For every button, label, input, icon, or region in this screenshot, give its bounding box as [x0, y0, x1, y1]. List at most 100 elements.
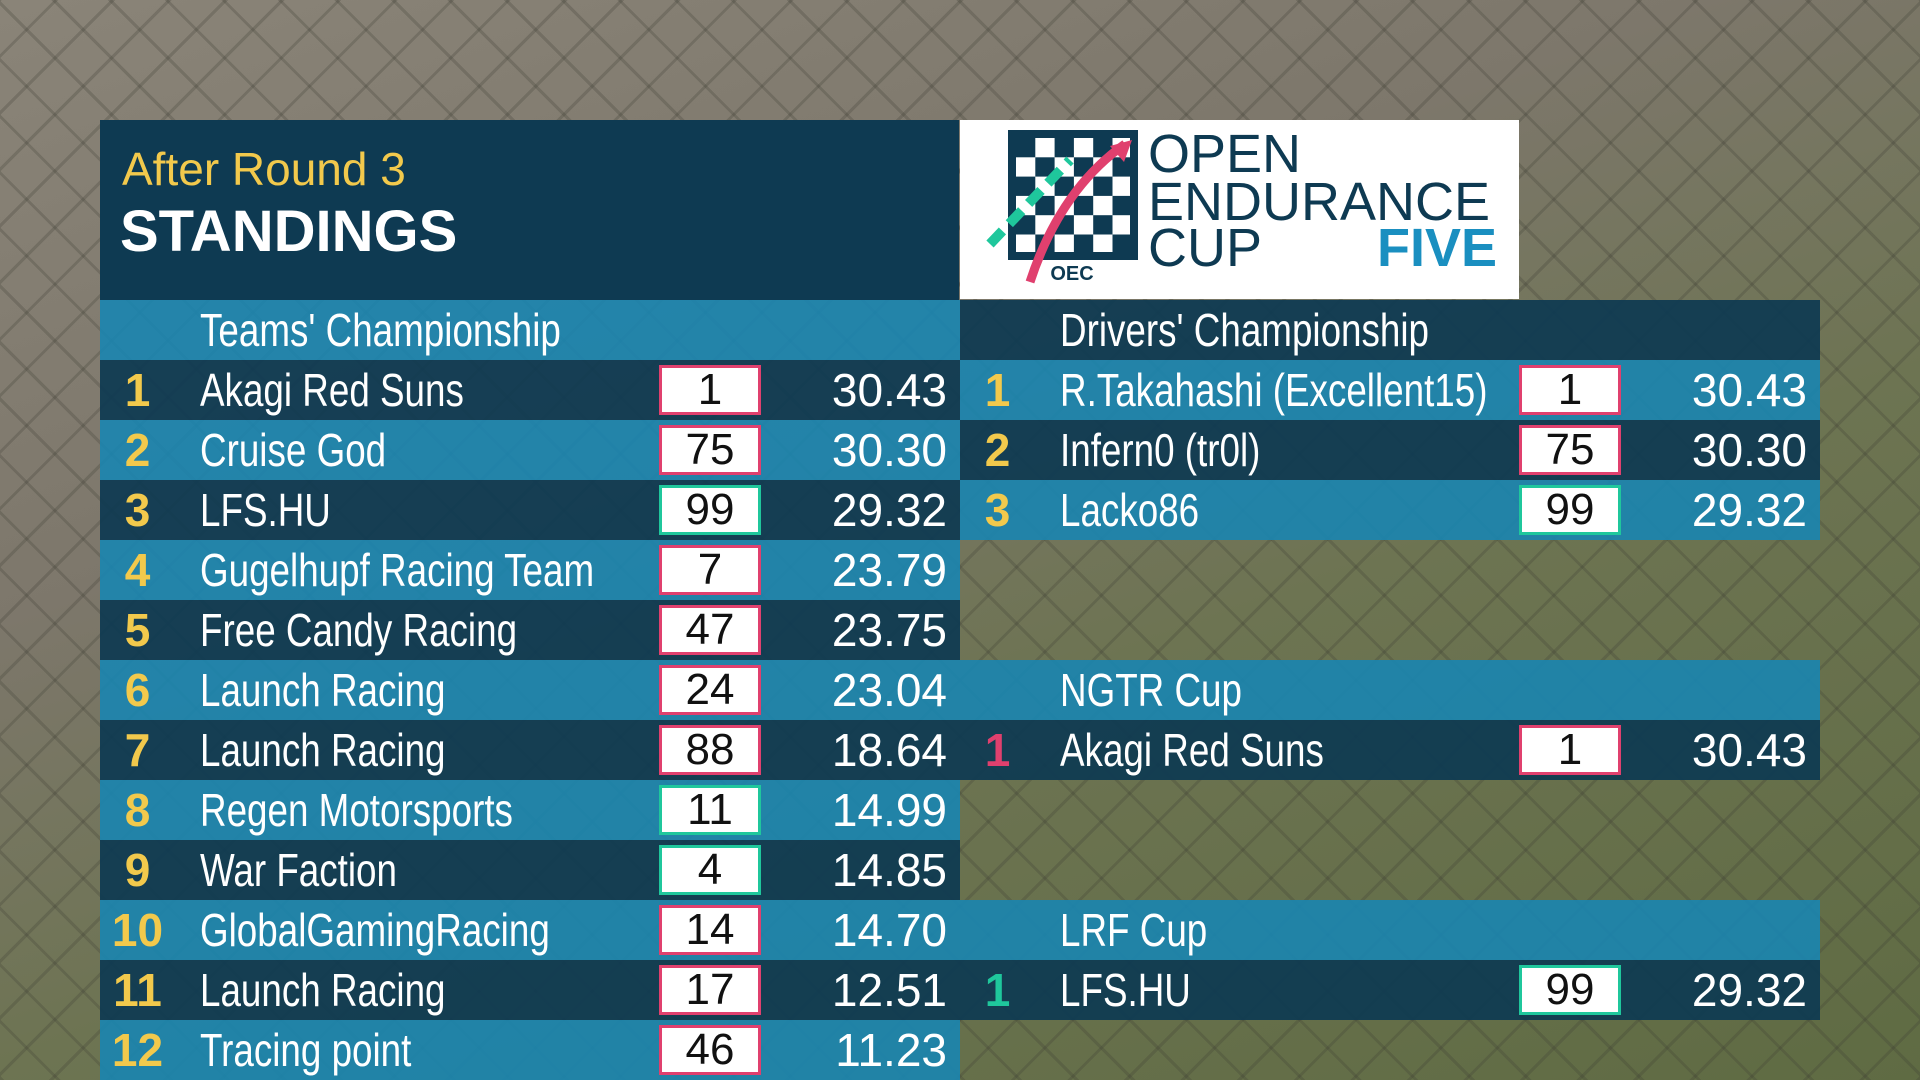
checker	[1112, 234, 1132, 254]
name: Tracing point	[200, 1026, 464, 1074]
points: 30.43	[1691, 364, 1807, 416]
checker	[1093, 176, 1113, 196]
logo-graphic: OEC OPEN ENDURANCE CUP FIVE	[986, 124, 1497, 285]
standing-row: 3 LFS.HU 99 29.32	[100, 480, 960, 540]
points: 12.51	[831, 964, 947, 1016]
points: 14.70	[831, 904, 947, 956]
points: 11.23	[835, 1024, 947, 1076]
section-title: Teams' Championship	[200, 306, 651, 354]
position: 9	[124, 844, 151, 896]
points: 30.30	[831, 424, 947, 476]
checker	[1016, 138, 1036, 158]
points: 29.32	[1691, 964, 1807, 1016]
car-number: 1	[697, 365, 723, 414]
name: R.Takahashi (Excellent15)	[1060, 366, 1594, 414]
car-number-box: 99	[1519, 965, 1621, 1015]
name-text: Cruise God	[200, 424, 387, 476]
car-number: 75	[685, 425, 735, 474]
car-number-box: 88	[659, 725, 761, 775]
standing-row: 12 Tracing point 46 11.23	[100, 1020, 960, 1080]
section-title: NGTR Cup	[1060, 666, 1287, 714]
name: War Faction	[200, 846, 446, 894]
name: Infern0 (tr0l)	[1060, 426, 1311, 474]
checker	[1016, 176, 1036, 196]
points: 18.64	[831, 724, 947, 776]
name-text: Regen Motorsports	[200, 784, 513, 836]
name: LFS.HU	[1060, 966, 1224, 1014]
car-number: 1	[1557, 365, 1583, 414]
section-header: Drivers' Championship	[960, 300, 1820, 360]
name-text: Launch Racing	[200, 664, 446, 716]
name-text: Launch Racing	[200, 964, 446, 1016]
standing-row: 1 Akagi Red Suns 1 30.43	[960, 720, 1820, 780]
points: 14.99	[831, 784, 947, 836]
car-number: 99	[1545, 965, 1595, 1014]
car-number-box: 1	[659, 365, 761, 415]
logo: OEC OPEN ENDURANCE CUP FIVE	[960, 120, 1519, 299]
points: 30.30	[1691, 424, 1807, 476]
standing-row: 10 GlobalGamingRacing 14 14.70	[100, 900, 960, 960]
title: STANDINGS	[120, 199, 458, 264]
position: 11	[113, 964, 162, 1016]
car-number: 99	[1545, 485, 1595, 534]
name: Launch Racing	[200, 726, 507, 774]
logo-line: CUP	[1148, 218, 1262, 278]
car-number-box: 4	[659, 845, 761, 895]
car-number: 75	[1545, 425, 1595, 474]
car-number: 24	[685, 665, 735, 714]
name: Cruise God	[200, 426, 433, 474]
name: Akagi Red Suns	[1060, 726, 1390, 774]
car-number: 14	[685, 905, 735, 954]
section-title-text: LRF Cup	[1060, 904, 1208, 956]
section-title-text: NGTR Cup	[1060, 664, 1242, 716]
points: 14.85	[831, 844, 947, 896]
standing-row: 11 Launch Racing 17 12.51	[100, 960, 960, 1020]
car-number: 46	[685, 1025, 735, 1074]
standing-row: 3 Lacko86 99 29.32	[960, 480, 1820, 540]
standing-row: 5 Free Candy Racing 47 23.75	[100, 600, 960, 660]
points: 23.79	[831, 544, 947, 596]
position: 1	[984, 364, 1011, 416]
position: 3	[124, 484, 151, 536]
position: 8	[124, 784, 151, 836]
position: 5	[124, 604, 151, 656]
standing-row: 1 Akagi Red Suns 1 30.43	[100, 360, 960, 420]
position: 6	[124, 664, 151, 716]
standing-row: 1 LFS.HU 99 29.32	[960, 960, 1820, 1020]
checker	[1112, 157, 1132, 177]
name: LFS.HU	[200, 486, 364, 534]
position: 1	[984, 964, 1011, 1016]
name-text: Infern0 (tr0l)	[1060, 424, 1261, 476]
standing-row: 2 Cruise God 75 30.30	[100, 420, 960, 480]
checker	[1035, 195, 1055, 216]
checker	[1054, 138, 1074, 158]
name-text: Launch Racing	[200, 724, 446, 776]
standing-row: 6 Launch Racing 24 23.04	[100, 660, 960, 720]
car-number: 7	[697, 545, 723, 594]
checker	[1073, 234, 1094, 254]
logo-accent: FIVE	[1377, 218, 1497, 278]
car-number-box: 75	[1519, 425, 1621, 475]
section-title: LRF Cup	[1060, 906, 1244, 954]
name-text: War Faction	[200, 844, 397, 896]
header-panel: After Round 3 STANDINGS	[100, 120, 959, 300]
position: 10	[111, 904, 164, 956]
name-text: R.Takahashi (Excellent15)	[1060, 364, 1488, 416]
name: Gugelhupf Racing Team	[200, 546, 693, 594]
name: GlobalGamingRacing	[200, 906, 637, 954]
name-text: Akagi Red Suns	[200, 364, 464, 416]
name: Akagi Red Suns	[200, 366, 530, 414]
standing-row: 9 War Faction 4 14.85	[100, 840, 960, 900]
position: 2	[124, 424, 151, 476]
name-text: Akagi Red Suns	[1060, 724, 1324, 776]
section-title-text: Drivers' Championship	[1060, 304, 1430, 356]
name: Free Candy Racing	[200, 606, 596, 654]
section-header: Teams' Championship	[100, 300, 960, 360]
section-header: LRF Cup	[960, 900, 1820, 960]
car-number-box: 17	[659, 965, 761, 1015]
car-number: 99	[685, 485, 735, 534]
car-number-box: 7	[659, 545, 761, 595]
position: 7	[124, 724, 151, 776]
car-number: 88	[685, 725, 735, 774]
